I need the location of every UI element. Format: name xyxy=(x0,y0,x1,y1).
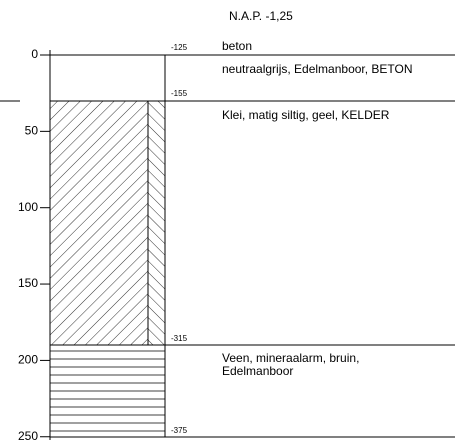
borehole-log: N.A.P. -1,25 -125 -155 -315 -375 beton n… xyxy=(0,0,460,447)
layer-veen xyxy=(50,351,165,431)
level-label: -375 xyxy=(171,426,188,435)
layer-klei xyxy=(50,101,148,345)
layer-description: Klei, matig siltig, geel, KELDER xyxy=(222,108,390,122)
tick-label: 250 xyxy=(18,429,38,443)
header-title: N.A.P. -1,25 xyxy=(229,9,293,23)
tick-label: 50 xyxy=(25,124,39,138)
layer-beton xyxy=(50,55,165,101)
level-label: -155 xyxy=(171,89,188,98)
layer-description: Edelmanboor xyxy=(222,364,293,378)
tick-label: 100 xyxy=(18,200,38,214)
level-label: -315 xyxy=(171,334,188,343)
level-label: -125 xyxy=(171,43,188,52)
layer-klei-side xyxy=(148,101,165,345)
tick-label: 0 xyxy=(31,47,38,61)
layer-description: neutraalgrijs, Edelmanboor, BETON xyxy=(222,62,413,76)
layer-description: Veen, mineraalarm, bruin, xyxy=(222,351,359,365)
tick-label: 150 xyxy=(18,276,38,290)
layer-name: beton xyxy=(222,39,252,53)
tick-label: 200 xyxy=(18,353,38,367)
